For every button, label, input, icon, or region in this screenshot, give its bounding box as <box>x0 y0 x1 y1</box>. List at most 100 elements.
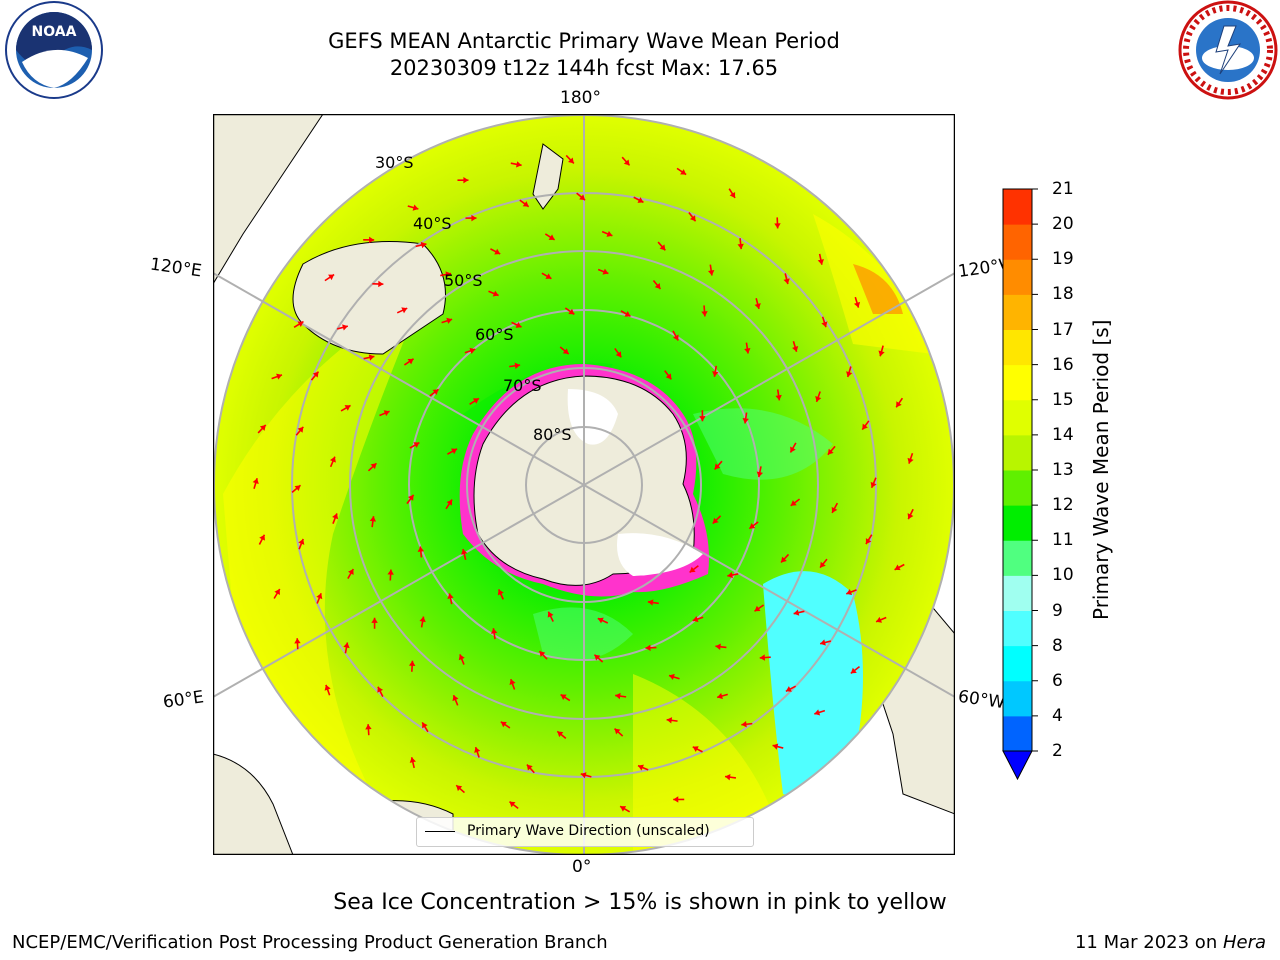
wave-arrow-head <box>445 271 452 278</box>
wave-arrow-head <box>368 354 375 361</box>
wave-arrow-head <box>560 694 567 700</box>
wave-arrow-head <box>348 569 354 576</box>
wave-arrow-head <box>446 499 453 506</box>
wave-arrow-head <box>850 667 857 674</box>
wave-arrow-head <box>742 417 749 424</box>
colorbar-tick-label: 6 <box>1052 670 1063 691</box>
wave-arrow-head <box>329 456 336 463</box>
wave-arrow-head <box>344 405 351 411</box>
wave-arrow-head <box>689 566 696 573</box>
wave-arrow-head <box>602 268 609 275</box>
lon-label-60w: 60°W <box>956 686 1007 714</box>
wave-arrow-head <box>615 351 622 358</box>
wave-arrow-head <box>638 764 644 771</box>
wave-arrow-head <box>614 728 621 735</box>
wave-arrow-head <box>741 721 747 728</box>
wave-arrow-head <box>680 169 687 175</box>
map-title: GEFS MEAN Antarctic Primary Wave Mean Pe… <box>328 29 840 53</box>
wave-arrow-head <box>654 283 661 289</box>
colorbar-ticks: 2 4 6 8 9 10 11 12 13 14 15 16 17 18 19 20 21 <box>1040 179 1090 770</box>
wave-arrow-head <box>316 593 323 600</box>
colorbar-band <box>1003 610 1032 647</box>
colorbar-band <box>1003 575 1032 611</box>
wave-arrow-head <box>514 362 521 369</box>
lon-label-180: 180° <box>560 88 601 108</box>
wave-arrow-head <box>312 371 319 378</box>
lat-label-30s: 30°S <box>375 153 414 172</box>
wave-arrow-head <box>715 643 721 650</box>
wave-arrow-head <box>907 457 914 464</box>
wave-arrow-head <box>419 616 426 623</box>
wave-arrow-head <box>387 569 394 575</box>
wave-arrow-head <box>666 717 673 724</box>
wave-arrow-head <box>580 772 587 779</box>
colorbar-label-wrap: Primary Wave Mean Period [s] <box>951 320 1251 621</box>
wave-arrow-head <box>606 230 613 237</box>
polar-map <box>213 114 955 855</box>
footer-date-text: 11 Mar 2023 on <box>1074 932 1223 953</box>
wave-arrow-head <box>781 556 787 563</box>
wave-arrow-head <box>522 201 529 207</box>
lat-label-40s: 40°S <box>413 214 452 233</box>
wave-arrow-head <box>557 731 564 738</box>
wave-arrow-head <box>474 747 481 753</box>
map-legend: Primary Wave Direction (unscaled) <box>416 817 754 847</box>
wave-arrow-head <box>324 684 331 691</box>
wave-arrow-head <box>785 686 792 692</box>
wave-arrow-head <box>737 243 744 250</box>
wave-arrow-head <box>252 478 259 484</box>
wave-arrow-head <box>754 605 761 612</box>
wave-arrow-head <box>472 398 479 404</box>
wave-arrow-head <box>665 373 672 380</box>
wave-arrow-head <box>408 660 416 667</box>
wave-arrow-head <box>623 159 630 166</box>
wave-arrow-head <box>692 746 699 752</box>
wave-arrow-head <box>545 273 552 279</box>
wave-arrow-head <box>471 214 477 222</box>
wave-arrow-head <box>548 234 555 240</box>
colorbar-tick-label: 19 <box>1052 249 1074 270</box>
lon-label-60e: 60°E <box>161 687 206 713</box>
wave-arrow-head <box>432 389 439 395</box>
wave-arrow-head <box>294 638 301 644</box>
wave-arrow-head <box>401 307 408 314</box>
wave-arrow-head <box>383 410 390 417</box>
colorbar-tick-label: 18 <box>1052 284 1074 305</box>
wave-arrow-head <box>775 394 782 401</box>
wave-arrow-head <box>712 517 719 524</box>
wave-arrow-head <box>820 639 826 646</box>
wave-arrow-head <box>539 651 546 658</box>
colorbar-tick-label: 13 <box>1052 460 1074 480</box>
legend-line-swatch <box>425 831 455 832</box>
sea-ice-caption: Sea Ice Concentration > 15% is shown in … <box>333 890 947 915</box>
wave-arrow-head <box>717 692 723 700</box>
wave-arrow-head <box>597 617 604 624</box>
wave-arrow-head <box>516 161 522 168</box>
wave-arrow-head <box>409 757 416 763</box>
wave-arrow-head <box>846 589 853 596</box>
lon-label-120e: 120°E <box>148 254 203 282</box>
colorbar-label: Primary Wave Mean Period [s] <box>1089 319 1113 621</box>
wave-arrow-head <box>774 223 781 229</box>
colorbar-tick-label: 20 <box>1052 214 1074 235</box>
wave-arrow-head <box>294 485 301 492</box>
colorbar-tick-label: 12 <box>1052 495 1074 516</box>
wave-arrow-head <box>744 347 751 354</box>
wave-arrow-head <box>620 806 627 812</box>
wave-arrow-head <box>259 534 265 541</box>
wave-arrow-head <box>500 721 507 728</box>
wave-arrow-head <box>568 308 575 315</box>
wave-arrow-head <box>876 616 883 623</box>
footer-branch: NCEP/EMC/Verification Post Processing Pr… <box>12 932 608 953</box>
colorbar-tick-label: 11 <box>1052 530 1074 551</box>
wave-arrow-head <box>790 500 797 506</box>
colorbar-tick-label: 8 <box>1052 635 1063 656</box>
colorbar-tick-label: 10 <box>1052 565 1074 586</box>
map-subtitle: 20230309 t12z 144h fcst Max: 17.65 <box>389 56 779 80</box>
wave-arrow-head <box>492 290 499 297</box>
wave-arrow-head <box>377 686 384 693</box>
colorbar <box>1002 188 1038 781</box>
wave-arrow-head <box>579 194 586 201</box>
lat-label-70s: 70°S <box>503 376 542 395</box>
wave-arrow-head <box>526 764 533 771</box>
